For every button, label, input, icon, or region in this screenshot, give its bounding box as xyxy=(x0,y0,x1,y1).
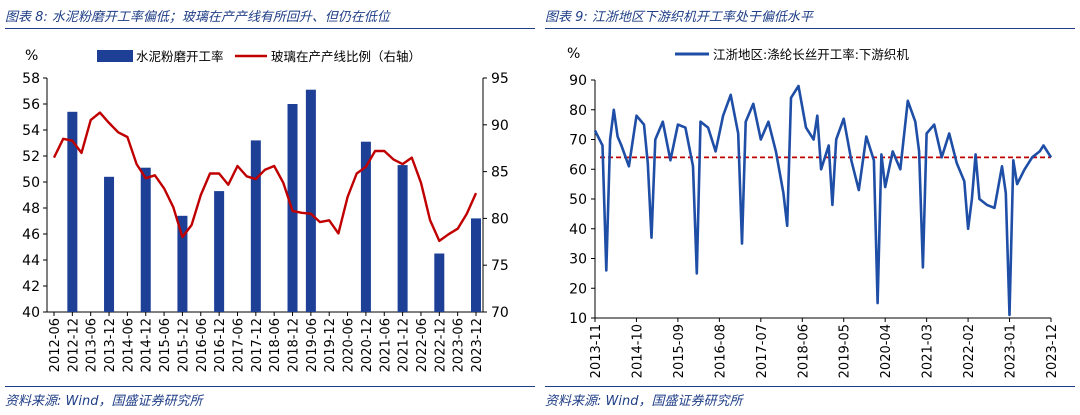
x-tick-label: 2023-06 xyxy=(452,318,467,372)
x-tick-label: 2017-12 xyxy=(250,318,265,372)
bar-cement-grinding-rate xyxy=(360,141,371,312)
x-tick-label: 2019-06 xyxy=(305,318,320,372)
x-tick-label: 2013-11 xyxy=(589,324,604,378)
right-y-tick-label: 75 xyxy=(491,258,509,274)
bar-cement-grinding-rate xyxy=(434,253,445,312)
bar-cement-grinding-rate xyxy=(140,167,151,312)
x-tick-label: 2021-06 xyxy=(378,318,393,372)
x-tick-label: 2015-09 xyxy=(672,324,687,378)
bar-cement-grinding-rate xyxy=(397,165,408,312)
legend-label-glass: 玻璃在产产线比例（右轴） xyxy=(271,49,421,64)
x-tick-label: 2023-12 xyxy=(1045,324,1060,378)
x-tick-label: 2016-08 xyxy=(713,324,728,378)
x-tick-label: 2022-06 xyxy=(415,318,430,372)
x-tick-label: 2012-06 xyxy=(48,318,63,372)
x-tick-label: 2018-06 xyxy=(796,324,811,378)
left-y-tick-label: 46 xyxy=(22,227,40,243)
x-tick-label: 2017-06 xyxy=(231,318,246,372)
figure-9-chart: % 10 20 30 40 50 60 70 80 90 2013-11 2014-10 2015-09… xyxy=(567,46,1060,378)
right-y-tick-label: 80 xyxy=(491,211,509,227)
left-axis-unit: % xyxy=(25,48,38,64)
x-tick-label: 2020-04 xyxy=(879,324,894,378)
figure-9-source: 资料来源: Wind，国盛证券研究所 xyxy=(545,394,743,409)
left-y-tick-label: 50 xyxy=(22,175,40,191)
x-tick-label: 2023-01 xyxy=(1004,324,1019,378)
x-tick-label: 2021-12 xyxy=(397,318,412,372)
x-tick-label: 2014-06 xyxy=(121,318,136,372)
figure-8-top-rule xyxy=(5,28,535,29)
x-tick-label: 2021-03 xyxy=(921,324,936,378)
bar-cement-grinding-rate xyxy=(471,218,481,312)
legend-label-cement: 水泥粉磨开工率 xyxy=(136,49,224,64)
y-axis-unit: % xyxy=(567,46,580,62)
right-y-tick-label: 85 xyxy=(491,165,509,181)
x-tick-label: 2013-12 xyxy=(103,318,118,372)
bar-cement-grinding-rate xyxy=(305,89,316,312)
left-y-tick-label: 40 xyxy=(22,305,40,321)
left-y-tick-label: 48 xyxy=(22,201,40,217)
bar-cement-grinding-rate xyxy=(177,215,188,312)
y-tick-label: 70 xyxy=(569,133,587,149)
x-tick-label: 2023-12 xyxy=(470,318,485,372)
x-tick-label: 2018-06 xyxy=(268,318,283,372)
x-tick-label: 2016-06 xyxy=(195,318,210,372)
left-y-tick-label: 52 xyxy=(22,149,40,165)
x-tick-label: 2015-06 xyxy=(158,318,173,372)
right-y-tick-label: 90 xyxy=(491,118,509,134)
bar-cement-grinding-rate xyxy=(104,176,115,312)
bar-cement-grinding-rate xyxy=(214,191,225,312)
legend-label-loom: 江浙地区:涤纶长丝开工率:下游织机 xyxy=(713,47,909,62)
figure-9-top-rule xyxy=(545,28,1075,29)
figure-8-title: 图表 8: 水泥粉磨开工率偏低；玻璃在产产线有所回升、但仍在低位 xyxy=(5,10,390,25)
right-y-tick-label: 70 xyxy=(491,305,509,321)
line-jiangzhe-loom-rate xyxy=(593,84,1053,317)
y-tick-label: 30 xyxy=(569,252,587,268)
y-tick-label: 20 xyxy=(569,281,587,297)
figure-9-panel: 图表 9: 江浙地区下游织机开工率处于偏低水平 % 10 20 30 40 50 60 70 8… xyxy=(545,0,1075,415)
x-tick-label: 2017-07 xyxy=(755,324,770,378)
figure-9-title: 图表 9: 江浙地区下游织机开工率处于偏低水平 xyxy=(545,10,813,25)
x-tick-label: 2013-06 xyxy=(85,318,100,372)
y-tick-label: 40 xyxy=(569,222,587,238)
y-tick-label: 80 xyxy=(569,103,587,119)
x-tick-label: 2015-12 xyxy=(176,318,191,372)
x-tick-label: 2018-12 xyxy=(287,318,302,372)
x-tick-label: 2014-10 xyxy=(630,324,645,378)
bar-cement-grinding-rate xyxy=(67,111,78,312)
legend-swatch-cement xyxy=(97,50,133,62)
left-y-tick-label: 56 xyxy=(22,97,40,113)
right-y-tick-label: 95 xyxy=(491,71,509,87)
left-y-tick-label: 54 xyxy=(22,123,40,139)
left-y-tick-label: 44 xyxy=(22,253,40,269)
y-tick-label: 90 xyxy=(569,73,587,89)
left-y-tick-label: 42 xyxy=(22,279,40,295)
figure-8-panel: 图表 8: 水泥粉磨开工率偏低；玻璃在产产线有所回升、但仍在低位 % 40 42 44… xyxy=(5,0,535,415)
figure-9-bottom-rule xyxy=(545,386,1075,387)
x-tick-label: 2022-02 xyxy=(962,324,977,378)
figure-8-source: 资料来源: Wind，国盛证券研究所 xyxy=(5,394,203,409)
bar-cement-grinding-rate xyxy=(250,140,261,312)
x-tick-label: 2019-12 xyxy=(323,318,338,372)
x-tick-label: 2019-05 xyxy=(838,324,853,378)
y-tick-label: 50 xyxy=(569,192,587,208)
x-tick-label: 2022-12 xyxy=(433,318,448,372)
x-tick-label: 2020-12 xyxy=(360,318,375,372)
x-tick-label: 2014-12 xyxy=(140,318,155,372)
line-glass-production-ratio xyxy=(52,111,478,243)
x-tick-label: 2012-12 xyxy=(66,318,81,372)
x-tick-label: 2016-12 xyxy=(213,318,228,372)
x-tick-label: 2020-06 xyxy=(342,318,357,372)
y-tick-label: 10 xyxy=(569,311,587,327)
y-tick-label: 60 xyxy=(569,162,587,178)
left-y-tick-label: 58 xyxy=(22,71,40,87)
figure-8-chart: % 40 42 44 46 48 50 52 54 56 58 70 75 80 85 90 95 2012-06… xyxy=(22,48,509,372)
figure-8-bottom-rule xyxy=(5,386,535,387)
